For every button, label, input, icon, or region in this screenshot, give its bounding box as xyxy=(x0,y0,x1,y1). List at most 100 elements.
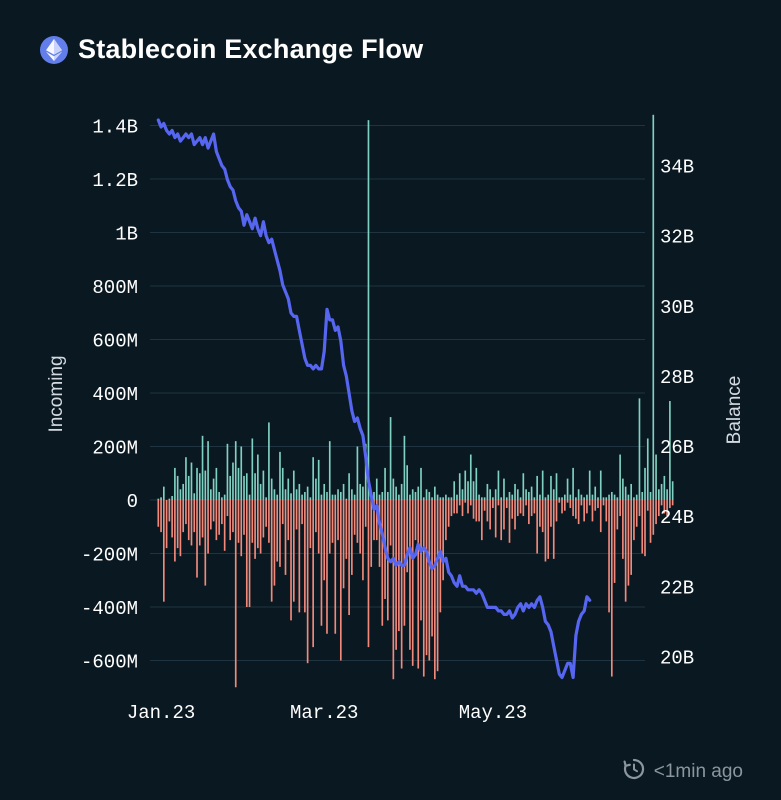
outgoing-bar xyxy=(287,500,290,541)
left-axis-label: Incoming xyxy=(46,355,67,432)
incoming-bar xyxy=(646,438,649,500)
incoming-bar xyxy=(362,486,364,500)
incoming-bar xyxy=(633,497,635,500)
incoming-bar xyxy=(671,481,674,500)
outgoing-bar xyxy=(478,500,480,522)
outgoing-bar xyxy=(428,500,431,661)
outgoing-bar xyxy=(400,500,403,669)
incoming-bar xyxy=(359,483,361,500)
outgoing-bar xyxy=(378,500,381,567)
outgoing-bar xyxy=(420,500,422,621)
outgoing-bar xyxy=(481,500,483,541)
outgoing-bar xyxy=(312,500,314,648)
incoming-bar xyxy=(259,483,262,500)
incoming-bar xyxy=(500,497,503,500)
outgoing-bar xyxy=(362,500,364,581)
right-tick-label: 30B xyxy=(660,297,694,319)
incoming-bar xyxy=(428,491,431,500)
outgoing-bar xyxy=(182,500,185,533)
incoming-bar xyxy=(461,489,464,500)
incoming-bar xyxy=(309,497,312,500)
outgoing-bar xyxy=(406,500,409,573)
incoming-bar xyxy=(536,475,538,500)
outgoing-bar xyxy=(245,500,248,607)
outgoing-bar xyxy=(516,500,519,517)
incoming-bar xyxy=(281,467,284,500)
flow-bars xyxy=(157,114,674,688)
incoming-bar xyxy=(458,473,461,500)
incoming-bar xyxy=(328,441,331,500)
incoming-bar xyxy=(425,489,428,500)
outgoing-bar xyxy=(505,500,508,509)
outgoing-bar xyxy=(317,500,320,554)
incoming-bar xyxy=(572,467,574,500)
incoming-bar xyxy=(337,489,339,500)
incoming-bar xyxy=(436,494,439,500)
outgoing-bar xyxy=(613,500,616,583)
outgoing-bar xyxy=(489,500,491,530)
incoming-bar xyxy=(575,497,577,500)
outgoing-bar xyxy=(193,500,196,533)
outgoing-bar xyxy=(176,500,179,549)
incoming-bar xyxy=(395,486,397,500)
outgoing-bar xyxy=(519,500,522,514)
incoming-bar xyxy=(398,494,400,500)
incoming-bar xyxy=(193,493,196,500)
outgoing-bar xyxy=(210,500,212,530)
incoming-bar xyxy=(162,486,165,500)
outgoing-bar xyxy=(624,500,627,602)
outgoing-bar xyxy=(279,500,281,567)
incoming-bar xyxy=(566,478,569,500)
outgoing-bar xyxy=(248,500,251,607)
incoming-bar xyxy=(215,467,218,500)
incoming-bar xyxy=(392,478,395,500)
incoming-bar xyxy=(273,489,276,500)
incoming-bar xyxy=(240,446,243,500)
incoming-bar xyxy=(406,465,409,500)
incoming-bar xyxy=(190,462,193,500)
outgoing-bar xyxy=(417,500,420,669)
outgoing-bar xyxy=(472,500,475,519)
outgoing-bar xyxy=(411,500,414,666)
outgoing-bar xyxy=(348,500,350,616)
incoming-bar xyxy=(265,497,267,500)
outgoing-bar xyxy=(218,500,220,535)
outgoing-bar xyxy=(345,500,348,559)
outgoing-bar xyxy=(198,500,201,546)
outgoing-bar xyxy=(583,500,585,522)
outgoing-bar xyxy=(339,500,342,661)
left-tick-label: -600M xyxy=(81,652,138,674)
right-axis-label: Balance xyxy=(724,376,745,445)
right-axis-ticks: 34B 32B 30B 28B 26B 24B 22B 20B xyxy=(660,157,694,670)
incoming-bar xyxy=(257,454,259,500)
incoming-bar xyxy=(666,489,668,500)
incoming-bar xyxy=(594,486,597,500)
refresh-clock-icon[interactable] xyxy=(622,757,646,787)
incoming-bar xyxy=(627,494,630,500)
outgoing-bar xyxy=(281,500,284,525)
outgoing-bar xyxy=(160,500,162,533)
left-tick-label: 200M xyxy=(92,438,138,460)
outgoing-bar xyxy=(558,500,561,503)
outgoing-bar xyxy=(563,500,566,511)
outgoing-bar xyxy=(389,500,392,546)
outgoing-bar xyxy=(237,500,240,543)
outgoing-bar xyxy=(635,500,638,527)
left-tick-label: 1.4B xyxy=(92,117,138,139)
outgoing-bar xyxy=(337,500,339,541)
outgoing-bar xyxy=(351,500,353,575)
incoming-bar xyxy=(351,489,353,500)
incoming-bar xyxy=(414,491,417,500)
incoming-bar xyxy=(649,491,652,500)
incoming-bar xyxy=(550,475,552,500)
right-tick-label: 26B xyxy=(660,437,694,459)
incoming-bar xyxy=(171,495,173,500)
outgoing-bar xyxy=(309,500,312,549)
outgoing-bar xyxy=(657,500,660,517)
outgoing-bar xyxy=(550,500,552,527)
outgoing-bar xyxy=(306,500,309,664)
incoming-bar xyxy=(442,497,444,500)
incoming-bar xyxy=(489,489,491,500)
left-tick-label: 1B xyxy=(115,224,138,246)
outgoing-bar xyxy=(436,500,439,672)
